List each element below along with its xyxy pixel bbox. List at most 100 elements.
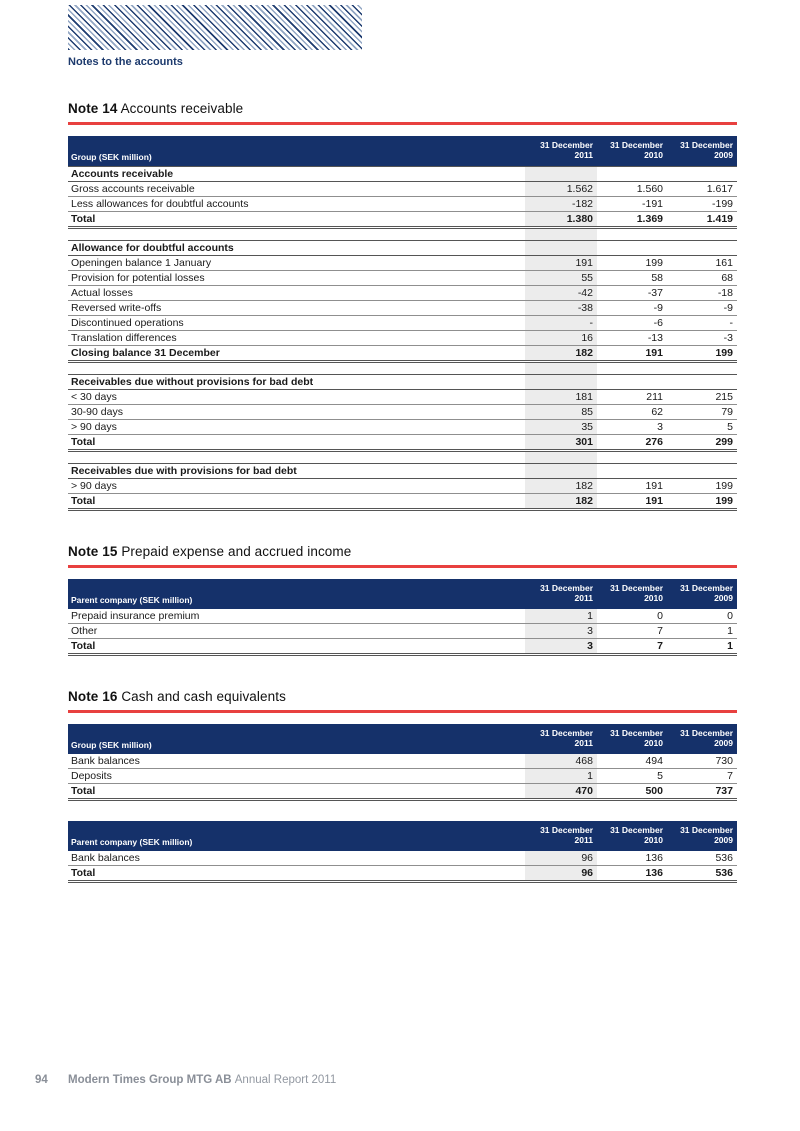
table-row-data: Bank balances 96 136 536 [68, 850, 737, 866]
row-value [597, 239, 667, 256]
table-row-data: Translation differences 16 -13 -3 [68, 330, 737, 346]
red-rule [68, 122, 737, 125]
row-value [525, 165, 597, 182]
page-number: 94 [35, 1074, 48, 1086]
row-value: 161 [667, 255, 737, 271]
row-value: 199 [667, 344, 737, 363]
column-header-line2: 2011 [574, 834, 593, 845]
column-header-line1: 31 December [680, 824, 733, 835]
column-header-line2: 2010 [644, 834, 663, 845]
table-label-header: Parent company (SEK million) [68, 578, 525, 609]
column-header: 31 December 2009 [667, 578, 737, 609]
table-row-total: Total 182 191 199 [68, 492, 737, 511]
note-title: Cash and cash equivalents [117, 688, 286, 704]
row-label: Openingen balance 1 January [68, 255, 525, 271]
financial-table: Parent company (SEK million) 31 December 2… [68, 820, 737, 883]
column-header-line2: 2011 [574, 737, 593, 748]
table-row-total: Total 96 136 536 [68, 864, 737, 883]
row-value: 85 [525, 404, 597, 420]
column-header-line1: 31 December [680, 140, 733, 150]
row-value: 1.617 [667, 181, 737, 197]
row-value: 182 [525, 478, 597, 494]
row-value: 1 [667, 623, 737, 639]
table-label-header: Parent company (SEK million) [68, 820, 525, 851]
table-row-data: Reversed write-offs -38 -9 -9 [68, 300, 737, 316]
row-value: 191 [597, 478, 667, 494]
column-header-line2: 2009 [714, 737, 733, 748]
row-value [525, 239, 597, 256]
row-value [597, 227, 667, 240]
column-header-line1: 31 December [610, 582, 663, 593]
footer-company-name: Modern Times Group MTG AB Annual Report … [68, 1074, 336, 1086]
row-label: Total [68, 864, 525, 883]
row-label: Bank balances [68, 850, 525, 866]
row-value: 536 [667, 864, 737, 883]
row-value: -191 [597, 196, 667, 212]
column-header-line2: 2009 [714, 592, 733, 603]
table-row-total: Total 470 500 737 [68, 782, 737, 801]
row-value: 96 [525, 850, 597, 866]
note-14-section: Note 14 Accounts receivable Group (SEK mi… [68, 101, 737, 511]
column-header-line1: 31 December [680, 727, 733, 738]
row-value [525, 373, 597, 390]
row-value: -37 [597, 285, 667, 301]
column-header-line1: 31 December [680, 582, 733, 593]
row-label: Total [68, 637, 525, 656]
row-value: 62 [597, 404, 667, 420]
row-value [667, 450, 737, 463]
row-value: 7 [667, 768, 737, 784]
row-value [667, 227, 737, 240]
table-label-header: Group (SEK million) [68, 723, 525, 754]
table-row-total: Total 1.380 1.369 1.419 [68, 210, 737, 229]
row-value: 5 [597, 768, 667, 784]
column-header-line1: 31 December [610, 140, 663, 150]
column-header-line2: 2009 [714, 834, 733, 845]
table-header-row: Parent company (SEK million) 31 December 2… [68, 578, 737, 609]
column-header: 31 December 2010 [597, 136, 667, 166]
note-number: Note 16 [68, 688, 118, 704]
row-value: 68 [667, 270, 737, 286]
footer-company-bold: Modern Times Group MTG AB [68, 1074, 232, 1086]
row-value: 500 [597, 782, 667, 801]
column-header-line2: 2010 [644, 737, 663, 748]
note-title: Prepaid expense and accrued income [117, 543, 352, 559]
row-value: 35 [525, 419, 597, 435]
column-header: 31 December 2011 [525, 136, 597, 166]
section-label: Notes to the accounts [68, 56, 183, 68]
row-value: -38 [525, 300, 597, 316]
row-value: 1.419 [667, 210, 737, 229]
row-label: Deposits [68, 768, 525, 784]
note-16-heading: Note 16 Cash and cash equivalents [68, 689, 737, 704]
row-label: > 90 days [68, 478, 525, 494]
row-value: 1 [525, 608, 597, 624]
table-header-row: Parent company (SEK million) 31 December 2… [68, 820, 737, 851]
row-value: -13 [597, 330, 667, 346]
row-label: Closing balance 31 December [68, 344, 525, 363]
column-header-line1: 31 December [610, 727, 663, 738]
row-value: 182 [525, 344, 597, 363]
row-label: Receivables due without provisions for b… [68, 373, 525, 390]
row-label: Total [68, 782, 525, 801]
column-header-line2: 2010 [644, 150, 663, 160]
column-header-line1: 31 December [540, 824, 593, 835]
row-value: - [667, 315, 737, 331]
table-row-data: Actual losses -42 -37 -18 [68, 285, 737, 301]
row-value: 7 [597, 637, 667, 656]
table-row-data: 30-90 days 85 62 79 [68, 404, 737, 420]
financial-table: Group (SEK million) 31 December 2011 31 Dec… [68, 136, 737, 511]
column-header: 31 December 2010 [597, 820, 667, 851]
column-header: 31 December 2009 [667, 723, 737, 754]
table-row-data: Openingen balance 1 January 191 199 161 [68, 255, 737, 271]
row-value [667, 361, 737, 374]
row-value [597, 373, 667, 390]
row-label: Receivables due with provisions for bad … [68, 462, 525, 479]
table-row-section: Receivables due without provisions for b… [68, 373, 737, 390]
notes-root: Note 14 Accounts receivable Group (SEK mi… [68, 101, 737, 883]
note-14-heading: Note 14 Accounts receivable [68, 101, 737, 116]
table-row-data: Bank balances 468 494 730 [68, 753, 737, 769]
row-value [667, 239, 737, 256]
row-label [68, 227, 525, 240]
row-value [525, 361, 597, 374]
column-header-line1: 31 December [540, 582, 593, 593]
column-header-line2: 2011 [574, 150, 593, 160]
